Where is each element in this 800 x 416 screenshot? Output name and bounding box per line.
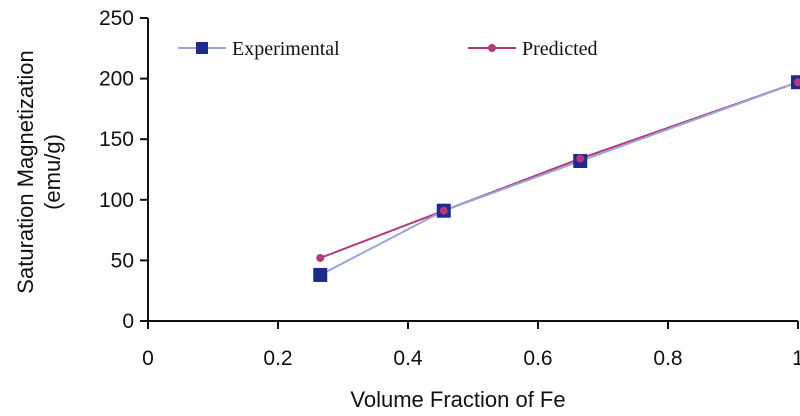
experimental-series-line (319, 81, 799, 276)
y-tick-label: 200 (99, 68, 134, 91)
y-tick-label: 0 (122, 310, 134, 333)
x-tick-label: 0.6 (523, 347, 552, 370)
predicted-series-line (319, 81, 799, 259)
predicted-point (439, 206, 448, 215)
axes: 0 50 100 150 200 250 0 0.2 0.4 0.6 0.8 1 (99, 7, 800, 370)
y-axis-title: Saturation Magnetization (emu/g) (13, 50, 65, 293)
experimental-legend-label: Experimental (232, 38, 340, 60)
experimental-point (313, 267, 328, 282)
x-tick-label: 1 (792, 347, 800, 370)
x-tick-label: 0 (142, 347, 154, 370)
predicted-point (794, 78, 800, 87)
x-tick-label: 0.8 (653, 347, 682, 370)
y-tick-label: 50 (111, 249, 134, 272)
x-tick-label: 0.4 (393, 347, 423, 370)
y-axis-title-line-2: (emu/g) (40, 134, 65, 210)
legend: Experimental Predicted (178, 38, 598, 60)
predicted-point (576, 154, 585, 163)
x-axis-title: Volume Fraction of Fe (350, 387, 565, 412)
y-tick-label: 250 (99, 7, 134, 30)
series-layer (313, 75, 800, 282)
y-tick-label: 150 (99, 128, 134, 151)
y-axis-title-line-1: Saturation Magnetization (13, 50, 38, 293)
experimental-legend-marker (196, 42, 208, 54)
predicted-legend-label: Predicted (522, 38, 598, 60)
x-tick-label: 0.2 (263, 347, 292, 370)
y-tick-label: 100 (99, 189, 134, 212)
predicted-legend-marker (488, 44, 496, 52)
predicted-point (316, 253, 325, 262)
